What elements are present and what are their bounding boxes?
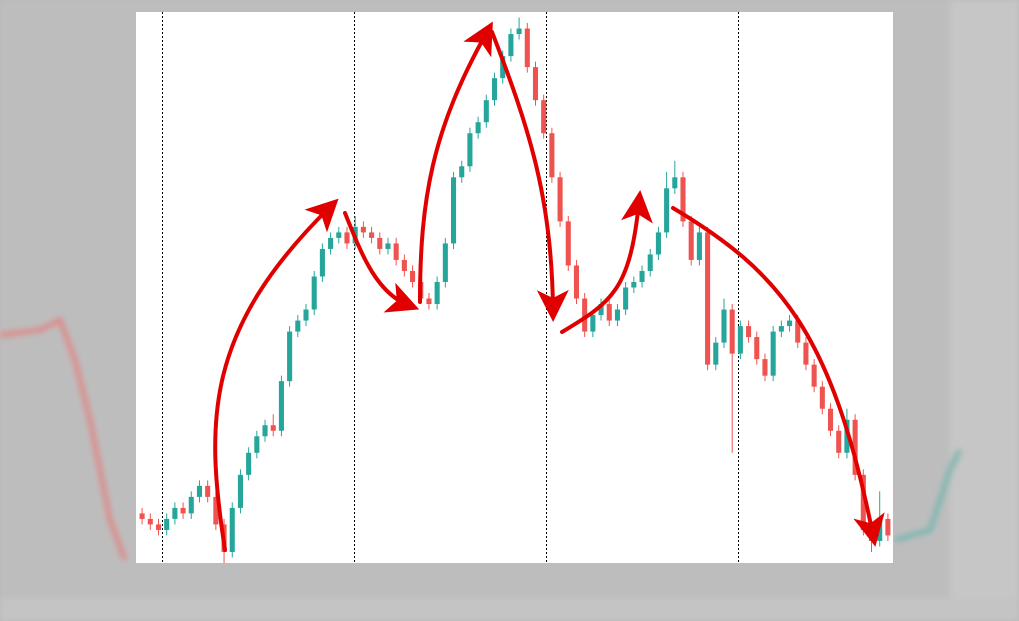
candle-body [147, 518, 153, 525]
candle-body [500, 56, 506, 79]
candle-body [860, 474, 866, 530]
candle-body [631, 281, 637, 288]
candle-body [680, 177, 686, 222]
candle-body [295, 320, 301, 332]
candle-body [705, 232, 711, 365]
candle-body [426, 298, 432, 305]
candle-body [196, 485, 203, 497]
candle-body [524, 28, 530, 68]
candle-body [360, 226, 366, 233]
candle-body [385, 243, 391, 249]
candle-body [270, 425, 276, 431]
candle-body [836, 430, 842, 453]
candle-body [459, 166, 465, 178]
candle-body [778, 326, 784, 332]
candle-body [787, 320, 793, 327]
candle-body [655, 232, 661, 255]
candle-body [491, 78, 498, 101]
candle-body [516, 28, 522, 35]
candle-body [623, 287, 629, 310]
candle-body [688, 221, 694, 260]
candle-body [467, 133, 473, 167]
candle-body [139, 513, 145, 519]
candle-body [803, 342, 809, 365]
candle-body [647, 254, 653, 271]
candle-body [549, 133, 555, 178]
candle-body [721, 309, 727, 343]
candle-body [532, 67, 539, 101]
candle-body [336, 232, 342, 238]
candle-body [811, 364, 817, 387]
candle-body [590, 315, 596, 332]
candle-body [582, 298, 588, 332]
candle-body [614, 309, 620, 321]
candle-body [155, 524, 162, 530]
candle-body [311, 276, 317, 310]
candle-body [557, 177, 563, 222]
candle-body [729, 309, 735, 354]
candle-body [172, 507, 178, 519]
candle-body [237, 474, 243, 508]
candle-body [541, 100, 547, 134]
candle-body [401, 259, 407, 271]
candle-body [737, 326, 743, 354]
candle-body [573, 265, 580, 299]
candle-body [229, 507, 235, 552]
candle-body [852, 419, 858, 475]
candle-body [393, 243, 399, 260]
candle-body [475, 122, 481, 134]
candle-body [434, 281, 440, 305]
candle-body [795, 320, 801, 343]
candle-body [819, 386, 825, 409]
candle-body [827, 408, 834, 431]
candle-body [303, 309, 309, 321]
trend-arrows [213, 21, 885, 552]
candle-body [565, 221, 571, 266]
candle-body [762, 359, 768, 376]
candle-body [328, 237, 334, 249]
candle-body [319, 248, 325, 277]
candle-body [344, 232, 350, 244]
candle-body [606, 304, 612, 321]
candle-body [246, 452, 252, 475]
candle-body [598, 304, 604, 316]
candle-body [770, 331, 776, 376]
candle-body [639, 270, 645, 282]
candle-body [508, 34, 514, 57]
candle-body [877, 518, 883, 541]
candle-body [885, 518, 891, 536]
candle-body [369, 232, 375, 238]
candle-body [410, 270, 416, 282]
candle-body [483, 100, 489, 123]
candle-body [205, 485, 211, 497]
candle-body [713, 342, 719, 365]
candle-body [377, 237, 383, 249]
candle-body [754, 337, 760, 360]
candle-body [254, 436, 260, 453]
candle-body [188, 496, 194, 514]
candle-body [442, 243, 448, 282]
candle-body [164, 518, 170, 530]
candle-body [278, 381, 284, 431]
candle-body [664, 188, 670, 233]
candle-body [746, 326, 752, 338]
candle-body [450, 177, 457, 244]
candle-body [213, 496, 219, 525]
candle-body [287, 331, 293, 382]
candle-body [672, 177, 678, 189]
candle-body [262, 425, 268, 437]
candle-body [696, 232, 702, 260]
candle-body [180, 507, 186, 514]
